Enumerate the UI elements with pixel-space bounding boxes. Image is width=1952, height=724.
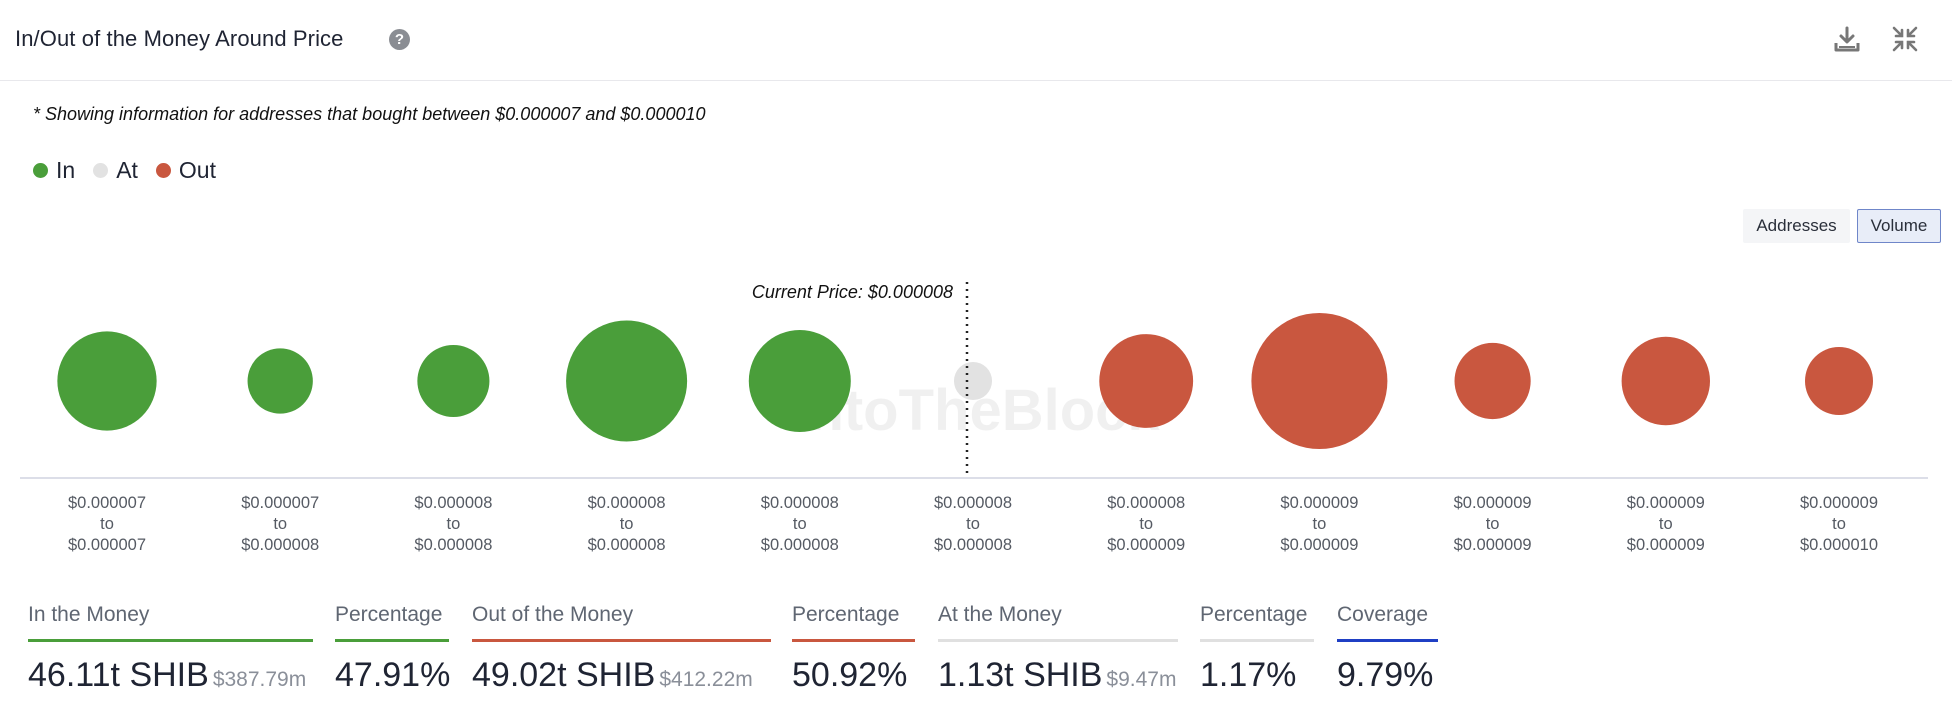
bubble-4[interactable] [566, 320, 688, 442]
stat-label: At the Money [938, 600, 1178, 642]
tick-label-10-2: to [1659, 515, 1673, 533]
tick-label-9-1: $0.000009 [1454, 494, 1532, 512]
stat-out-of-the-money-3: Out of the Money 49.02t SHIB $412.22m [472, 600, 771, 695]
stat-value: 1.17% [1200, 656, 1314, 695]
bubble-10[interactable] [1621, 336, 1711, 426]
tick-label-5-3: $0.000008 [761, 536, 839, 554]
bubble-chart: IntoTheBlock$0.000007to$0.000007$0.00000… [20, 282, 1928, 554]
tick-label-6-1: $0.000008 [934, 494, 1012, 512]
stat-value: 46.11t SHIB $387.79m [28, 656, 313, 695]
stat-value: 1.13t SHIB $9.47m [938, 656, 1178, 695]
volume-toggle[interactable]: Volume [1857, 209, 1941, 243]
tick-label-8-3: $0.000009 [1280, 536, 1358, 554]
bubble-11[interactable] [1805, 347, 1873, 415]
tick-label-10-1: $0.000009 [1627, 494, 1705, 512]
tick-label-6-2: to [966, 515, 980, 533]
tick-label-8-1: $0.000009 [1280, 494, 1358, 512]
stat-value-text: 47.91% [335, 656, 451, 694]
tick-label-2-2: to [273, 515, 287, 533]
stat-in-the-money-1: In the Money 46.11t SHIB $387.79m [28, 600, 313, 695]
stat-percentage-6: Percentage 1.17% [1200, 600, 1314, 695]
current-price-label: Current Price: $0.000008 [752, 282, 953, 302]
bubble-2[interactable] [247, 348, 313, 414]
bubble-8[interactable] [1251, 313, 1388, 449]
stat-percentage-2: Percentage 47.91% [335, 600, 451, 695]
tick-label-5-1: $0.000008 [761, 494, 839, 512]
bubble-7[interactable] [1099, 334, 1194, 428]
tick-label-1-3: $0.000007 [68, 536, 146, 554]
tick-label-9-3: $0.000009 [1454, 536, 1532, 554]
range-note: * Showing information for addresses that… [33, 104, 706, 124]
stat-value: 9.79% [1337, 656, 1438, 695]
stat-value-text: 1.17% [1200, 656, 1297, 694]
tick-label-11-1: $0.000009 [1800, 494, 1878, 512]
stat-label: Out of the Money [472, 600, 771, 642]
stat-sub-value: $9.47m [1106, 668, 1177, 691]
legend-dot-at [93, 163, 109, 178]
tick-label-9-2: to [1486, 515, 1500, 533]
bubble-6[interactable] [953, 361, 993, 401]
legend-label-in: In [56, 157, 76, 183]
tick-label-4-1: $0.000008 [588, 494, 666, 512]
legend-item-in[interactable]: In [33, 157, 75, 184]
tick-label-3-1: $0.000008 [414, 494, 492, 512]
legend-label-out: Out [178, 157, 216, 183]
stat-value-text: 1.13t SHIB [938, 656, 1103, 694]
addresses-toggle[interactable]: Addresses [1743, 209, 1850, 243]
stat-label: Coverage [1337, 600, 1438, 642]
legend-dot-in [33, 163, 48, 178]
tick-label-3-3: $0.000008 [414, 536, 492, 554]
stat-label: Percentage [792, 600, 915, 642]
tick-label-4-2: to [620, 515, 634, 533]
collapse-icon[interactable] [1890, 24, 1920, 54]
stat-sub-value: $412.22m [659, 668, 753, 691]
stat-value-text: 49.02t SHIB [472, 656, 656, 694]
stat-coverage-7: Coverage 9.79% [1337, 600, 1438, 695]
chart-legend: In At Out [33, 157, 234, 184]
tick-label-2-1: $0.000007 [241, 494, 319, 512]
legend-item-out[interactable]: Out [155, 157, 216, 184]
bubble-3[interactable] [417, 344, 490, 418]
legend-label-at: At [116, 157, 138, 183]
stat-value: 47.91% [335, 656, 451, 695]
stat-label: Percentage [1200, 600, 1314, 642]
download-icon[interactable] [1832, 24, 1862, 54]
stats-summary: In the Money 46.11t SHIB $387.79m Percentag… [0, 600, 1952, 724]
bubble-9[interactable] [1454, 342, 1531, 420]
help-icon[interactable]: ? [389, 29, 410, 50]
tick-label-4-3: $0.000008 [588, 536, 666, 554]
stat-at-the-money-5: At the Money 1.13t SHIB $9.47m [938, 600, 1178, 695]
tick-label-11-2: to [1832, 515, 1846, 533]
legend-dot-out [155, 163, 171, 178]
stat-value-text: 9.79% [1337, 656, 1434, 694]
tick-label-7-2: to [1139, 515, 1153, 533]
tick-label-6-3: $0.000008 [934, 536, 1012, 554]
tick-label-1-1: $0.000007 [68, 494, 146, 512]
tick-label-11-3: $0.000010 [1800, 536, 1878, 554]
stat-sub-value: $387.79m [212, 668, 307, 691]
tick-label-3-2: to [447, 515, 461, 533]
stat-percentage-4: Percentage 50.92% [792, 600, 915, 695]
stat-value: 50.92% [792, 656, 915, 695]
stat-value-text: 50.92% [792, 656, 908, 694]
tick-label-10-3: $0.000009 [1627, 536, 1705, 554]
widget-header: In/Out of the Money Around Price ? [0, 0, 1952, 81]
tick-label-5-2: to [793, 515, 807, 533]
bubble-1[interactable] [57, 331, 157, 431]
tick-label-7-3: $0.000009 [1107, 536, 1185, 554]
tick-label-1-2: to [100, 515, 114, 533]
stat-label: In the Money [28, 600, 313, 642]
bubble-5[interactable] [748, 330, 851, 432]
tick-label-7-1: $0.000008 [1107, 494, 1185, 512]
stat-value-text: 46.11t SHIB [28, 656, 209, 694]
tick-label-8-2: to [1313, 515, 1327, 533]
stat-value: 49.02t SHIB $412.22m [472, 656, 771, 695]
widget-title: In/Out of the Money Around Price [15, 26, 344, 51]
tick-label-2-3: $0.000008 [241, 536, 319, 554]
legend-item-at[interactable]: At [93, 157, 138, 184]
stat-label: Percentage [335, 600, 449, 642]
